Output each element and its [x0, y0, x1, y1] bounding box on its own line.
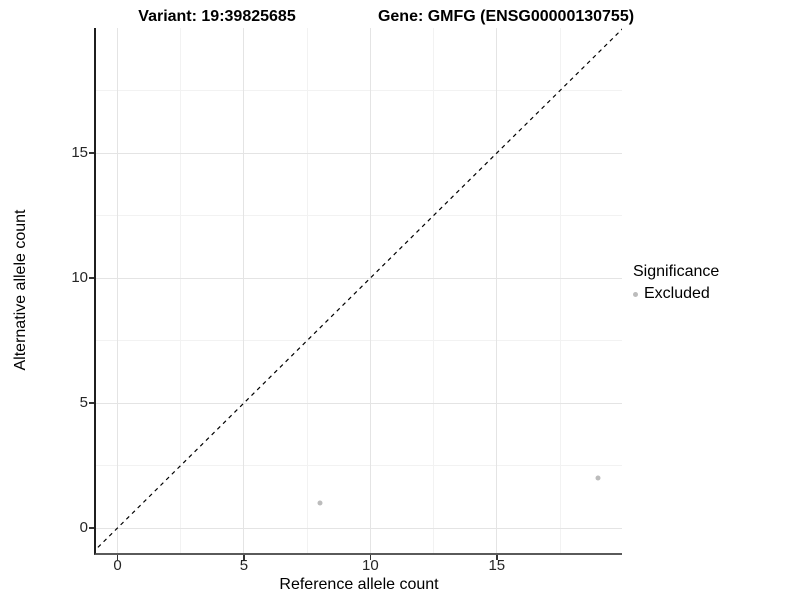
- gridline-x-major: [243, 28, 245, 553]
- legend: Significance Excluded: [633, 263, 719, 304]
- y-tick-label: 5: [79, 394, 88, 411]
- x-axis-tick: [369, 555, 372, 560]
- gridline-x-major: [116, 28, 118, 553]
- gridline-y-major: [96, 152, 622, 154]
- gridline-y-minor: [96, 465, 622, 466]
- y-axis-tick: [89, 152, 94, 154]
- x-tick-label: 10: [362, 557, 379, 574]
- plot-panel: [94, 28, 622, 555]
- y-axis-tick: [89, 402, 94, 404]
- legend-key-dot: [633, 291, 638, 297]
- legend-item: Excluded: [633, 284, 719, 304]
- gridline-x-minor: [306, 28, 308, 553]
- gridline-x-minor: [433, 28, 435, 553]
- gridline-y-major: [96, 277, 622, 279]
- y-axis-tick: [89, 277, 94, 279]
- gridline-y-major: [96, 527, 622, 529]
- x-axis-tick: [243, 555, 245, 560]
- x-axis-tick: [496, 555, 498, 560]
- identity-line: [96, 28, 622, 551]
- data-point: [317, 500, 323, 506]
- y-axis-title: Alternative allele count: [12, 209, 29, 371]
- data-point: [595, 475, 601, 481]
- y-axis-tick: [89, 527, 94, 529]
- plot-title-gene: Gene: GMFG (ENSG00000130755): [377, 8, 635, 25]
- legend-title: Significance: [633, 263, 720, 280]
- x-tick-label: 15: [488, 557, 506, 574]
- plot-title-variant: Variant: 19:39825685: [138, 8, 296, 25]
- x-axis-tick: [116, 555, 119, 560]
- gridline-y-minor: [96, 215, 622, 216]
- gridline-x-minor: [559, 28, 561, 553]
- gridline-x-major: [369, 28, 371, 553]
- x-axis-title: Reference allele count: [279, 576, 439, 593]
- legend-items: Excluded: [633, 284, 719, 304]
- gridline-y-major: [96, 402, 622, 404]
- y-tick-label: 15: [71, 144, 88, 161]
- x-tick-label: 5: [239, 557, 249, 574]
- x-tick-label: 0: [113, 557, 122, 574]
- gridline-x-minor: [180, 28, 182, 553]
- y-tick-label: 0: [79, 519, 88, 536]
- gridline-x-major: [496, 28, 498, 553]
- legend-item-label: Excluded: [644, 285, 710, 302]
- y-tick-label: 10: [71, 269, 88, 286]
- gridline-y-minor: [96, 90, 622, 91]
- gridline-y-minor: [96, 340, 622, 341]
